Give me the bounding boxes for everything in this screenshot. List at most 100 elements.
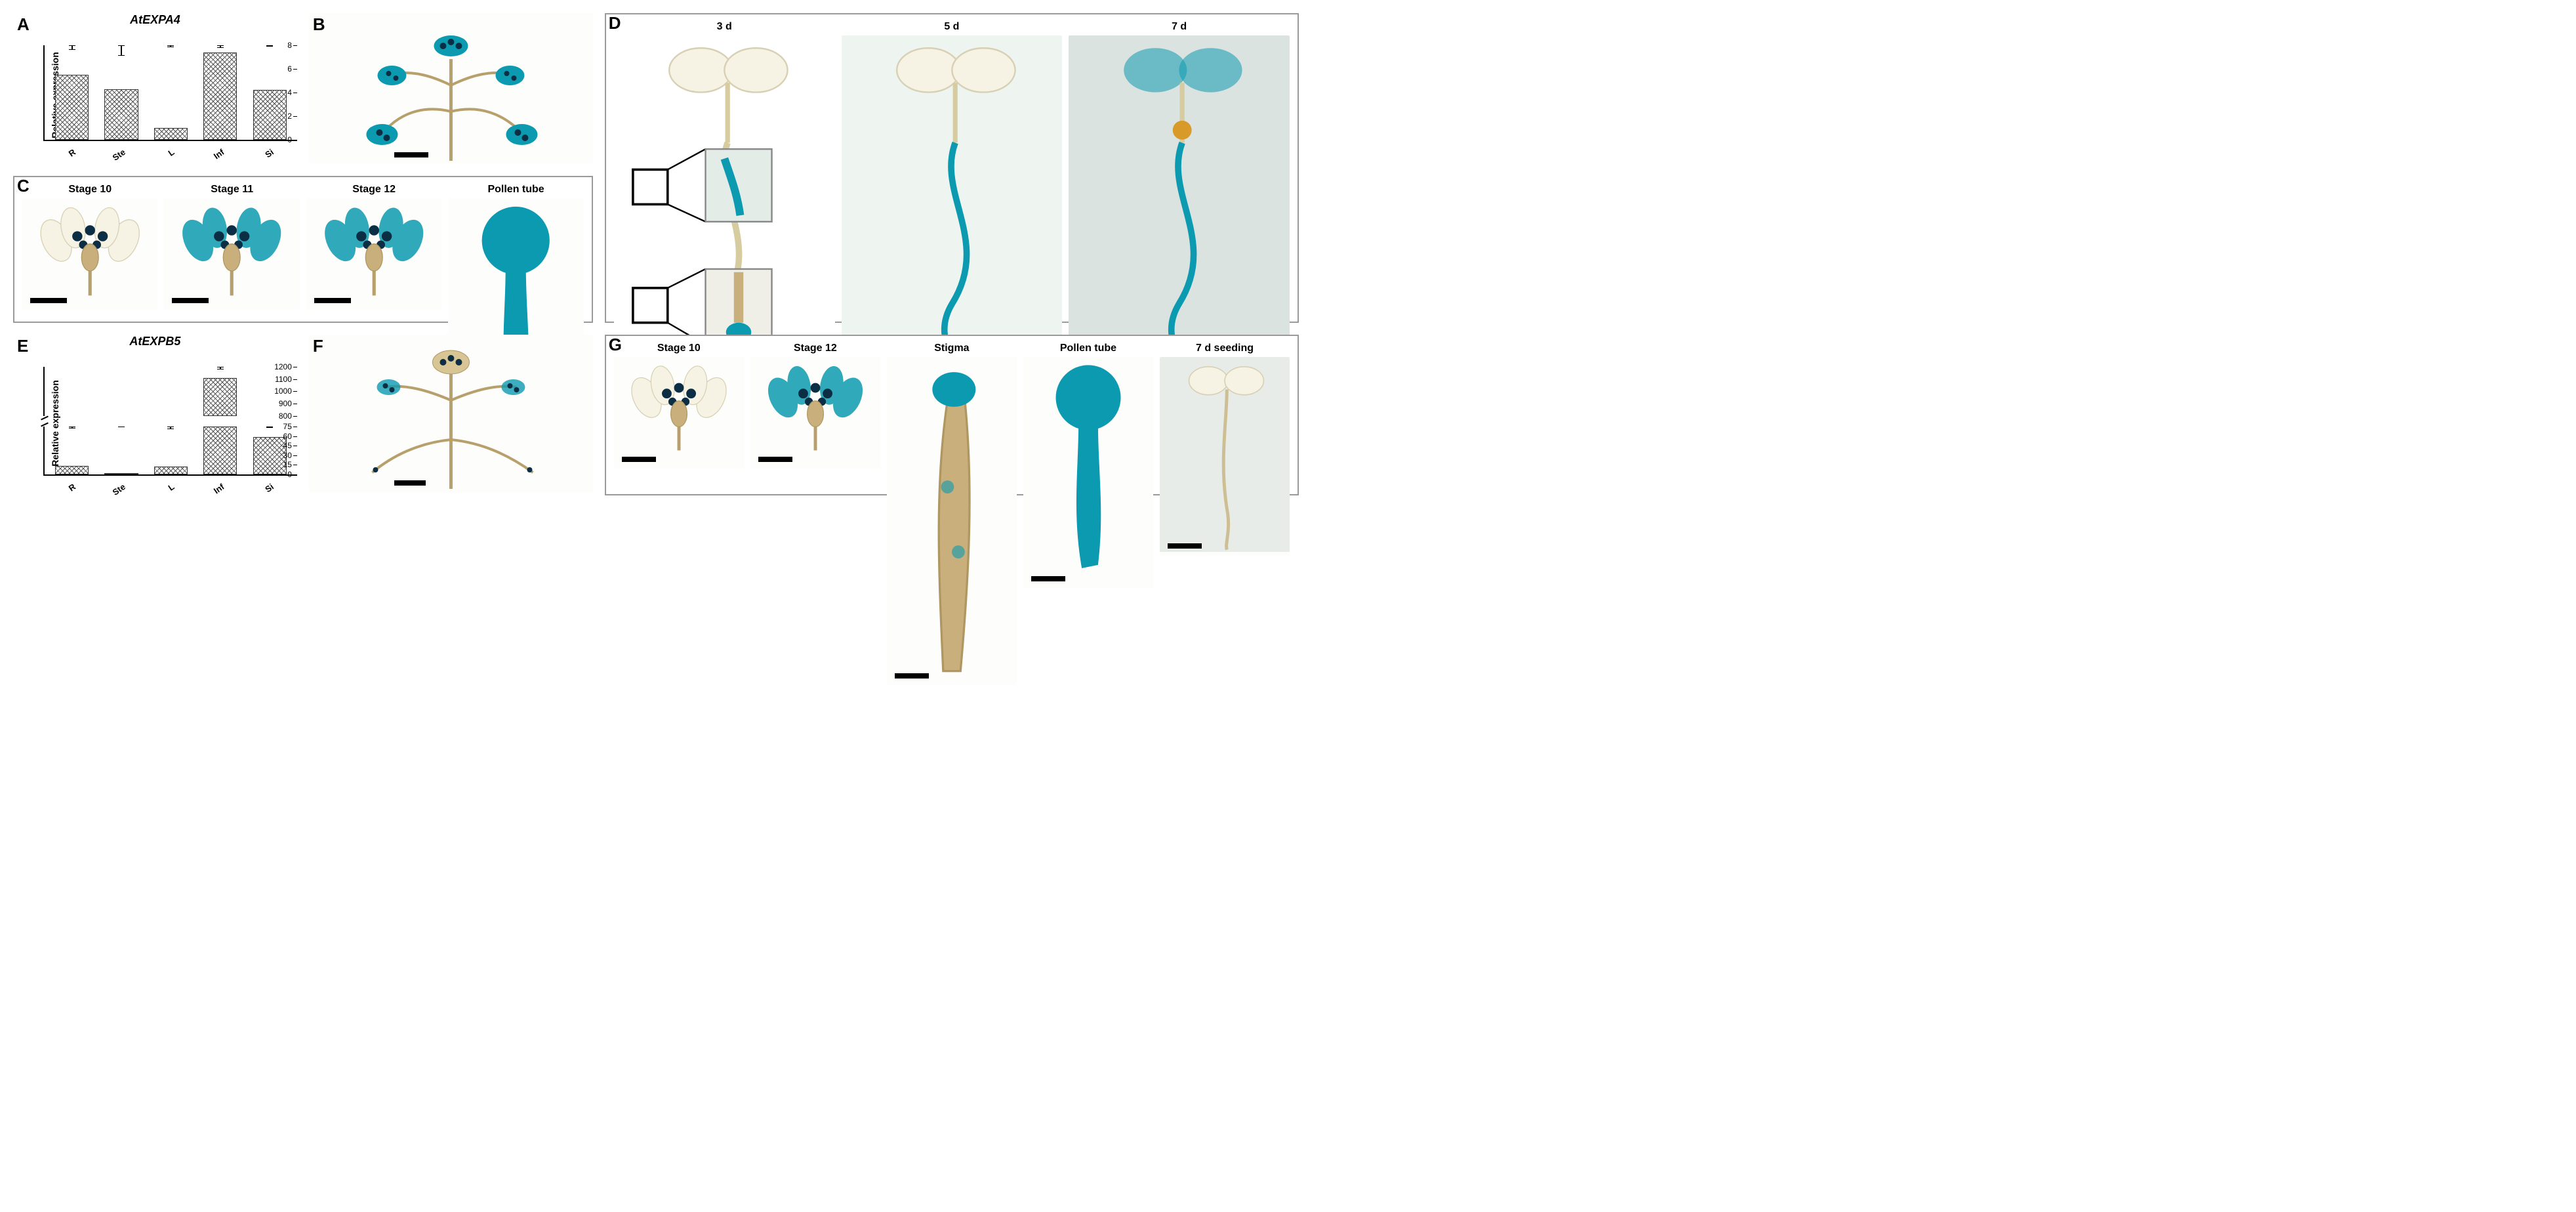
scale-bar-icon xyxy=(622,457,656,462)
subpanel: Stage 10 xyxy=(22,184,157,310)
subpanel-image xyxy=(1023,357,1153,588)
bar xyxy=(104,89,138,140)
bar xyxy=(203,427,237,474)
panel-a-chart: Relative expression RSteLInfSi 02468 xyxy=(13,30,297,161)
error-bar-icon xyxy=(220,367,221,369)
bar-wrap xyxy=(47,367,96,416)
error-bar-icon xyxy=(72,45,73,50)
xlabel: Si xyxy=(263,147,276,159)
ytick: 2 xyxy=(287,112,292,121)
xlabel: Ste xyxy=(110,147,127,163)
bar xyxy=(55,75,89,140)
subpanel-caption: Pollen tube xyxy=(1060,343,1116,354)
subpanel: Stigma xyxy=(887,343,1017,685)
ytick: 8 xyxy=(287,41,292,50)
ytick: 15 xyxy=(283,460,292,469)
ytick: 1200 xyxy=(274,362,292,371)
scale-bar-icon xyxy=(895,673,929,679)
bar xyxy=(55,466,89,474)
panel-c: C Stage 10 Stage 11 Stage 12 Pollen tube xyxy=(13,176,593,323)
panel-f-label: F xyxy=(313,336,323,356)
scale-bar-icon xyxy=(758,457,792,462)
bar-wrap: Ste xyxy=(96,427,146,474)
error-bar-icon xyxy=(121,45,122,56)
bar-wrap xyxy=(96,367,146,416)
error-bar-icon xyxy=(269,427,270,428)
xlabel: Ste xyxy=(110,482,127,497)
subpanel-caption: Stage 12 xyxy=(794,343,837,354)
panel-b-image xyxy=(309,13,593,164)
scale-bar-icon xyxy=(30,298,67,303)
subpanel-caption: Stage 10 xyxy=(68,184,112,196)
panel-e-plot-upper: 800900100011001200 xyxy=(43,367,297,416)
bar-wrap: R xyxy=(47,427,96,474)
inflorescence-icon xyxy=(309,335,593,492)
panel-g-label: G xyxy=(609,335,622,355)
subpanel: 7 d seeding xyxy=(1160,343,1290,555)
error-bar-icon xyxy=(170,427,171,429)
xlabel: R xyxy=(67,147,77,159)
error-bar-icon xyxy=(269,45,270,47)
subpanel-image xyxy=(1160,357,1290,555)
panel-e-title: AtEXPB5 xyxy=(13,335,297,348)
panel-e-chart: Relative expression 800900100011001200 R… xyxy=(13,351,297,495)
xlabel: L xyxy=(167,482,176,493)
scale-bar-icon xyxy=(1168,543,1202,549)
ytick: 900 xyxy=(279,399,292,408)
inflorescence-icon xyxy=(309,13,593,164)
panel-d-label: D xyxy=(609,13,621,33)
subpanel-image xyxy=(614,357,744,469)
ytick: 1000 xyxy=(274,387,292,396)
bar xyxy=(203,52,237,140)
subpanel: Stage 10 xyxy=(614,343,744,469)
panel-e-label: E xyxy=(17,336,28,356)
panel-f-image xyxy=(309,335,593,492)
panel-a-label: A xyxy=(17,14,30,35)
scale-bar-icon xyxy=(394,480,426,486)
bar-wrap: R xyxy=(47,45,96,140)
error-bar-icon xyxy=(72,427,73,428)
subpanel-caption: Stage 10 xyxy=(657,343,701,354)
panel-e: E AtEXPB5 Relative expression 8009001000… xyxy=(13,335,297,495)
subpanel-caption: Stage 12 xyxy=(352,184,396,196)
scale-bar-icon xyxy=(172,298,209,303)
ytick: 4 xyxy=(287,88,292,97)
xlabel: R xyxy=(67,482,77,493)
ytick: 0 xyxy=(287,135,292,144)
panel-f: F xyxy=(309,335,593,495)
scale-bar-icon xyxy=(314,298,351,303)
subpanel-image xyxy=(887,357,1017,685)
bar-wrap: Inf xyxy=(195,427,245,474)
ytick: 60 xyxy=(283,432,292,441)
subpanel: Stage 12 xyxy=(750,343,880,469)
subpanel-caption: 7 d xyxy=(1172,21,1187,33)
panel-a-title: AtEXPA4 xyxy=(13,13,297,27)
panel-b: B xyxy=(309,13,593,164)
ytick: 45 xyxy=(283,441,292,450)
subpanel: Stage 11 xyxy=(164,184,299,310)
bar-wrap xyxy=(146,367,195,416)
subpanel: Stage 12 xyxy=(306,184,441,310)
panel-a: A AtEXPA4 Relative expression RSteLInfSi… xyxy=(13,13,297,164)
axis-break-icon xyxy=(43,416,297,427)
bar-wrap: L xyxy=(146,45,195,140)
panel-b-label: B xyxy=(313,14,325,35)
subpanel-caption: Pollen tube xyxy=(487,184,544,196)
xlabel: Inf xyxy=(212,147,226,161)
scale-bar-icon xyxy=(1031,576,1065,581)
xlabel: Inf xyxy=(212,482,226,495)
bar xyxy=(203,378,237,416)
subpanel-caption: 3 d xyxy=(717,21,732,33)
figure: A AtEXPA4 Relative expression RSteLInfSi… xyxy=(13,13,1299,495)
panel-a-plot: RSteLInfSi 02468 xyxy=(43,45,297,141)
bar-wrap: Inf xyxy=(195,45,245,140)
subpanel-caption: Stage 11 xyxy=(211,184,253,196)
panel-c-label: C xyxy=(17,176,30,196)
ytick: 0 xyxy=(287,470,292,479)
ytick: 75 xyxy=(283,422,292,431)
subpanel-image xyxy=(22,198,157,310)
subpanel-image xyxy=(164,198,299,310)
xlabel: Si xyxy=(263,482,276,494)
subpanel: Pollen tube xyxy=(1023,343,1153,588)
error-bar-icon xyxy=(220,45,221,48)
